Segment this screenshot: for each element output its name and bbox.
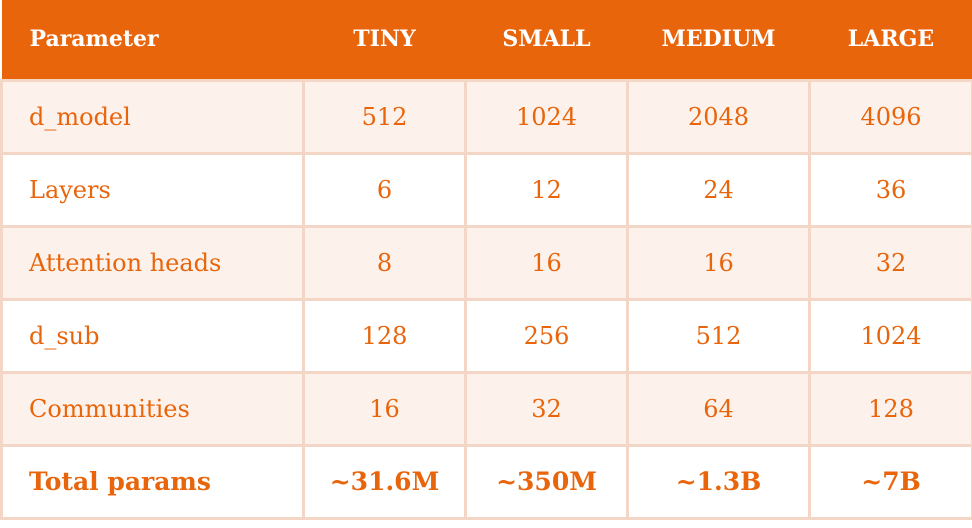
cell-large: 32 bbox=[808, 224, 972, 301]
cell-tiny: 6 bbox=[302, 151, 467, 228]
cell-small: 1024 bbox=[464, 78, 629, 155]
table-row: Attention heads 8 16 16 32 bbox=[0, 224, 972, 301]
row-label: Total params bbox=[0, 443, 305, 520]
row-label: d_model bbox=[0, 78, 305, 155]
cell-small: 16 bbox=[464, 224, 629, 301]
row-label: Communities bbox=[0, 370, 305, 447]
cell-large: 128 bbox=[808, 370, 972, 447]
cell-tiny: ~31.6M bbox=[302, 443, 467, 520]
cell-large: 36 bbox=[808, 151, 972, 228]
cell-medium: 16 bbox=[626, 224, 811, 301]
cell-medium: 2048 bbox=[626, 78, 811, 155]
row-label: d_sub bbox=[0, 297, 305, 374]
cell-small: 256 bbox=[464, 297, 629, 374]
cell-medium: ~1.3B bbox=[626, 443, 811, 520]
cell-large: 1024 bbox=[808, 297, 972, 374]
header-medium: MEDIUM bbox=[661, 26, 776, 53]
table-row: Layers 6 12 24 36 bbox=[0, 151, 972, 228]
table-header: Parameter TINY SMALL MEDIUM LARGE bbox=[1, 0, 972, 80]
cell-tiny: 8 bbox=[302, 224, 467, 301]
cell-large: 4096 bbox=[808, 78, 972, 155]
table-row: d_model 512 1024 2048 4096 bbox=[0, 78, 972, 155]
total-row: Total params ~31.6M ~350M ~1.3B ~7B bbox=[0, 443, 972, 520]
table-body: d_model 512 1024 2048 4096 Layers 6 12 2… bbox=[0, 78, 972, 520]
row-label: Attention heads bbox=[0, 224, 305, 301]
table-row: Communities 16 32 64 128 bbox=[0, 370, 972, 447]
cell-medium: 512 bbox=[626, 297, 811, 374]
table-row: d_sub 128 256 512 1024 bbox=[0, 297, 972, 374]
header-small: SMALL bbox=[502, 26, 591, 53]
cell-medium: 24 bbox=[626, 151, 811, 228]
cell-small: 32 bbox=[464, 370, 629, 447]
header-tiny: TINY bbox=[353, 26, 416, 53]
cell-tiny: 16 bbox=[302, 370, 467, 447]
header-row: Parameter TINY SMALL MEDIUM LARGE bbox=[1, 0, 972, 80]
header-large: LARGE bbox=[847, 26, 935, 53]
cell-large: ~7B bbox=[808, 443, 972, 520]
cell-medium: 64 bbox=[626, 370, 811, 447]
cell-small: 12 bbox=[464, 151, 629, 228]
cell-tiny: 128 bbox=[302, 297, 467, 374]
header-parameter: Parameter bbox=[29, 26, 159, 53]
cell-tiny: 512 bbox=[302, 78, 467, 155]
row-label: Layers bbox=[0, 151, 305, 228]
cell-small: ~350M bbox=[464, 443, 629, 520]
